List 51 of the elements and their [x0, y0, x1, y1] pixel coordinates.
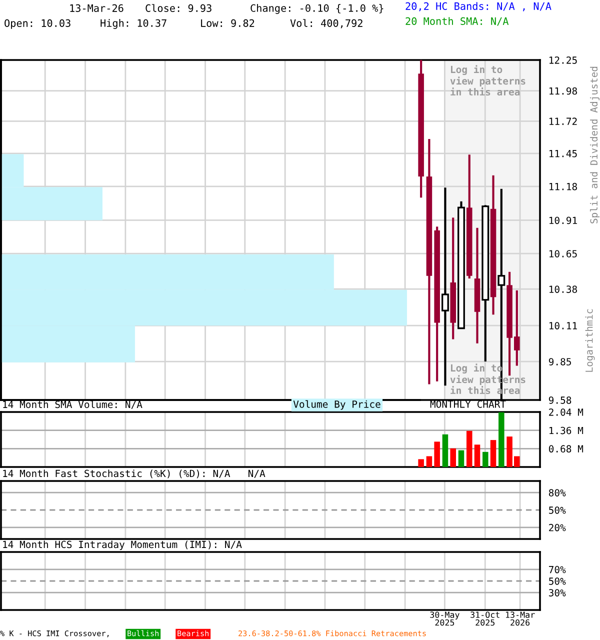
y-tick-label: 30%: [548, 589, 566, 596]
bar: [450, 448, 456, 467]
y-tick-label: 70%: [548, 566, 566, 574]
text: Change: -0.10 {-1.0 %}: [250, 4, 384, 14]
bar: [418, 459, 424, 467]
bar: [482, 452, 488, 467]
y-tick-label: 20%: [549, 524, 566, 532]
text: High: 10.37: [100, 19, 166, 29]
bar: [458, 450, 464, 467]
y-axis-title: Split and Dividend Adjusted: [590, 66, 600, 224]
text: Volume By Price: [293, 400, 380, 410]
y-tick-label: 1.36 M: [550, 426, 584, 434]
y-tick-label: 9.58: [548, 396, 572, 404]
y-tick-label: 9.85: [548, 358, 571, 366]
text: Close: 9.93: [146, 4, 212, 12]
text: 20,2 HC Bands: N/A , N/A: [406, 2, 552, 12]
y-tick-label: 80%: [548, 489, 566, 496]
text: 13-Mar-26: [70, 4, 124, 12]
y-tick-label: 50%: [549, 578, 566, 585]
y-tick-label: 10.91: [550, 216, 577, 224]
chart-title: 14 Month HCS Intraday Momentum (IMI): N/A: [3, 540, 242, 550]
text: 20 Month SMA: N/A: [406, 17, 509, 26]
text: Vol: 400,792: [290, 19, 362, 28]
y-tick-label: 11.18: [550, 182, 577, 190]
text: Logarithmic: [585, 309, 595, 372]
y-tick-label: 12.25: [550, 56, 577, 64]
x-tick-label: 31-Oct 2025: [470, 612, 500, 626]
bar: [466, 430, 472, 467]
bar: [490, 440, 496, 467]
text: Low: 9.82: [201, 19, 254, 27]
y-tick-label: 10.65: [550, 250, 577, 258]
x-tick-label: 30-May 2025: [430, 612, 460, 626]
bar: [426, 456, 432, 467]
y-tick-label: 50%: [549, 506, 566, 514]
band-label: Log in to view patterns in this area: [450, 65, 526, 96]
bar: [442, 434, 448, 467]
text: Open: 10.03: [4, 19, 70, 29]
chart-title: 14 Month Fast Stochastic (%K) (%D): N/A N/A: [3, 470, 266, 478]
y-tick-label: 10.38: [550, 286, 577, 293]
y-tick-label: 2.04 M: [549, 408, 584, 416]
y-tick-label: 11.45: [550, 150, 577, 158]
bar: [474, 444, 480, 467]
y-tick-label: 10.11: [550, 322, 577, 330]
bar: [498, 412, 504, 467]
y-tick-label: 0.68 M: [548, 445, 584, 453]
chart-title: 14 Month SMA Volume: N/A: [3, 400, 142, 409]
text: MONTHLY CHART: [430, 400, 506, 408]
x-tick-label: 13-Mar 2026: [506, 612, 535, 626]
y-tick-label: 11.98: [550, 87, 577, 95]
y-tick-label: 11.72: [550, 118, 577, 125]
bar: [434, 442, 440, 467]
